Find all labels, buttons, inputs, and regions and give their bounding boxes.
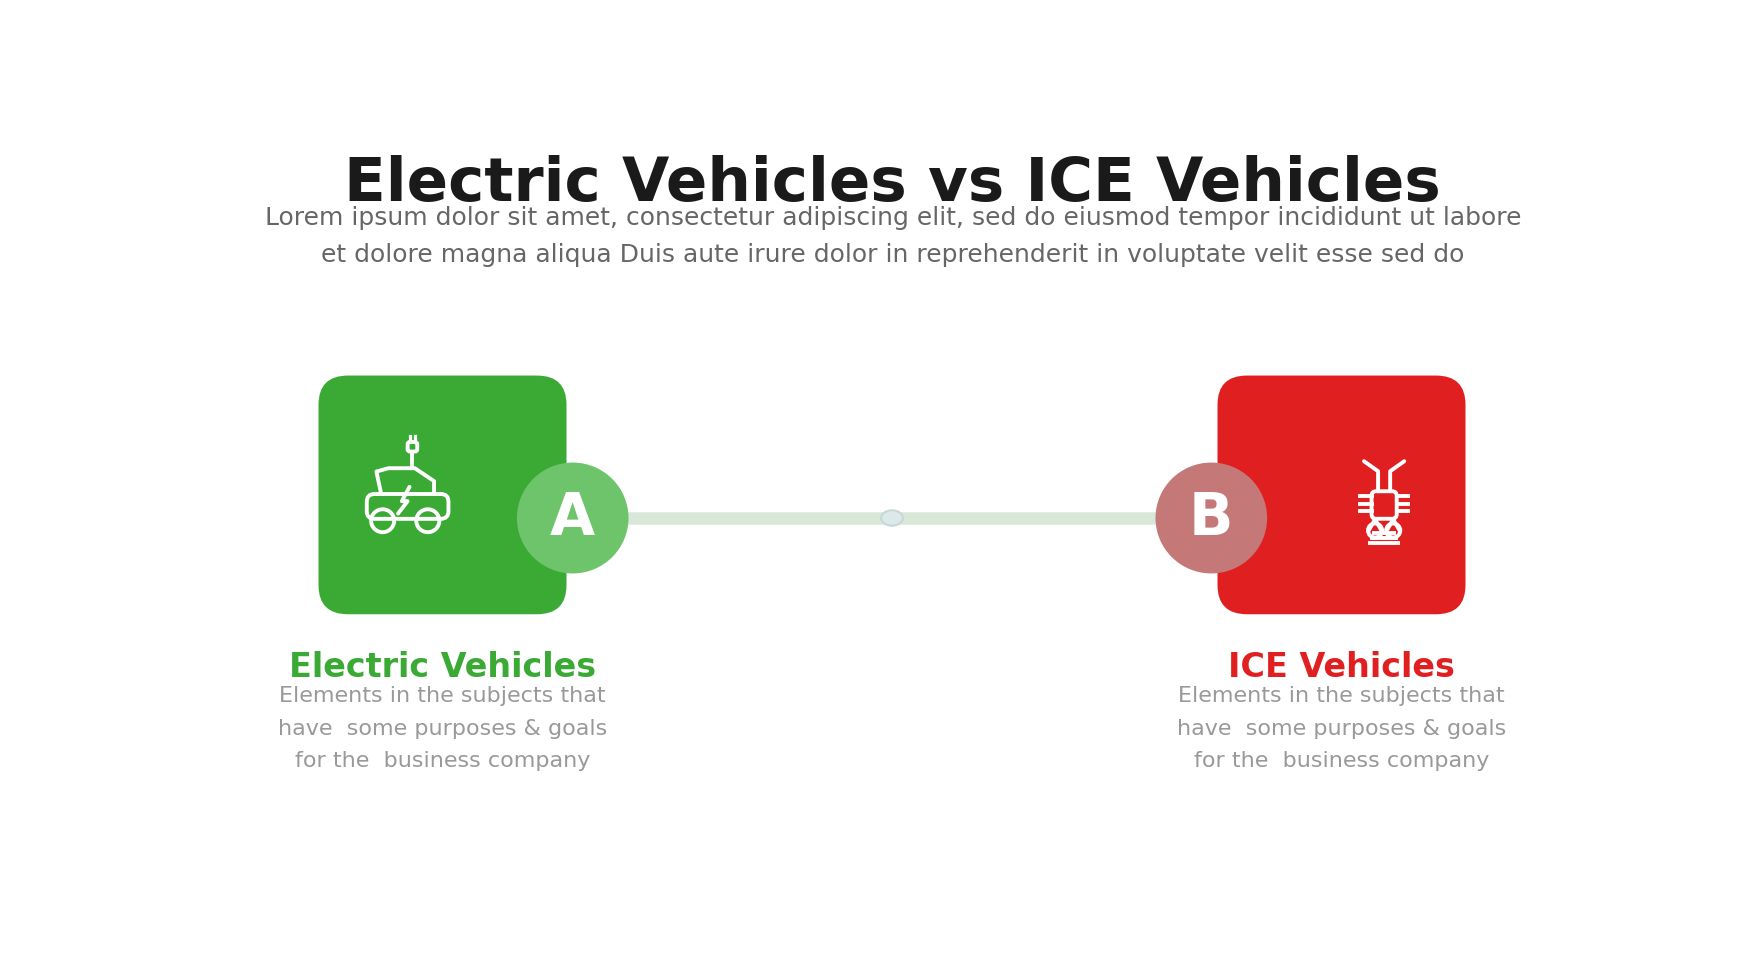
FancyBboxPatch shape [319, 375, 566, 614]
Text: A: A [550, 489, 596, 547]
Text: ICE Vehicles: ICE Vehicles [1228, 652, 1455, 684]
FancyBboxPatch shape [1218, 375, 1465, 614]
Text: Elements in the subjects that
have  some purposes & goals
for the  business comp: Elements in the subjects that have some … [1178, 686, 1507, 771]
Text: Lorem ipsum dolor sit amet, consectetur adipiscing elit, sed do eiusmod tempor i: Lorem ipsum dolor sit amet, consectetur … [265, 206, 1521, 268]
Text: Elements in the subjects that
have  some purposes & goals
for the  business comp: Elements in the subjects that have some … [279, 686, 608, 771]
Ellipse shape [881, 511, 902, 525]
Text: Electric Vehicles: Electric Vehicles [289, 652, 596, 684]
Circle shape [517, 463, 629, 573]
Text: B: B [1190, 489, 1233, 547]
Circle shape [1155, 463, 1266, 573]
Text: Electric Vehicles vs ICE Vehicles: Electric Vehicles vs ICE Vehicles [345, 155, 1441, 214]
